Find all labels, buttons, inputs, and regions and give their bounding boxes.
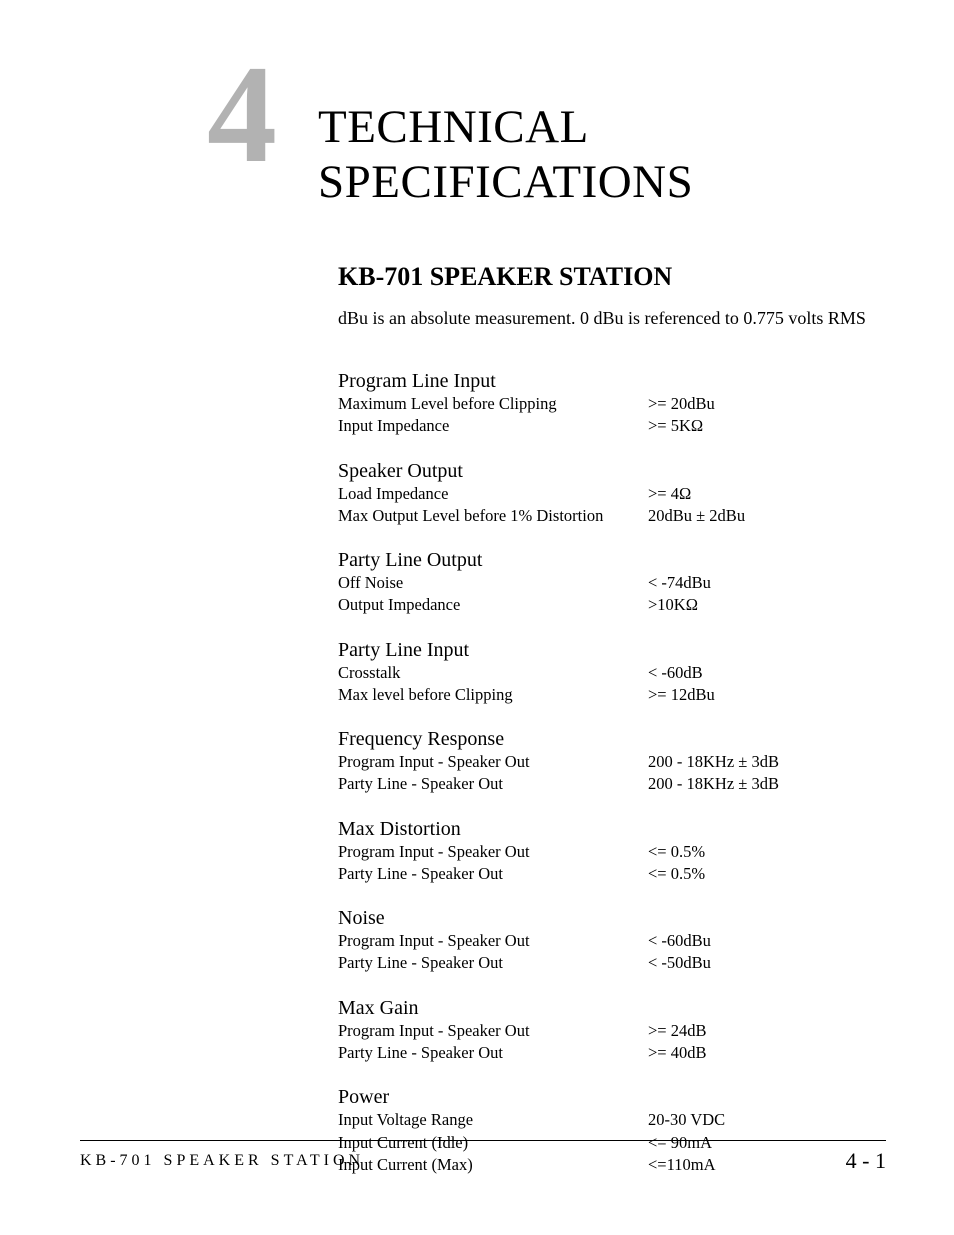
spec-label: Maximum Level before Clipping: [338, 393, 648, 415]
spec-value: >= 4Ω: [648, 483, 878, 505]
spec-value: >= 24dB: [648, 1020, 878, 1042]
spec-row: Program Input - Speaker Out< -60dBu: [338, 930, 878, 952]
reference-note: dBu is an absolute measurement. 0 dBu is…: [338, 308, 866, 329]
spec-value: 20dBu ± 2dBu: [648, 505, 878, 527]
spec-label: Program Input - Speaker Out: [338, 930, 648, 952]
spec-label: Party Line - Speaker Out: [338, 773, 648, 795]
spec-value: 200 - 18KHz ± 3dB: [648, 751, 878, 773]
spec-label: Input Impedance: [338, 415, 648, 437]
spec-value: <= 0.5%: [648, 863, 878, 885]
spec-value: < -60dBu: [648, 930, 878, 952]
spec-row: Input Current (Idle)<= 90mA: [338, 1132, 878, 1154]
spec-section-heading: Party Line Output: [338, 549, 878, 572]
spec-row: Program Input - Speaker Out200 - 18KHz ±…: [338, 751, 878, 773]
spec-section-heading: Speaker Output: [338, 460, 878, 483]
spec-label: Input Current (Idle): [338, 1132, 648, 1154]
spec-row: Off Noise< -74dBu: [338, 572, 878, 594]
spec-value: < -50dBu: [648, 952, 878, 974]
spec-label: Crosstalk: [338, 662, 648, 684]
spec-row: Max Output Level before 1% Distortion20d…: [338, 505, 878, 527]
footer-left: KB-701 SPEAKER STATION: [80, 1152, 364, 1170]
spec-label: Max Output Level before 1% Distortion: [338, 505, 648, 527]
spec-value: >= 12dBu: [648, 684, 878, 706]
spec-section-heading: Max Gain: [338, 997, 878, 1020]
spec-row: Party Line - Speaker Out<= 0.5%: [338, 863, 878, 885]
spec-section: Max GainProgram Input - Speaker Out>= 24…: [338, 997, 878, 1065]
spec-value: < -74dBu: [648, 572, 878, 594]
spec-label: Program Input - Speaker Out: [338, 1020, 648, 1042]
footer-rule: [80, 1140, 886, 1141]
spec-section: Party Line InputCrosstalk< -60dBMax leve…: [338, 639, 878, 707]
spec-value: <=110mA: [648, 1154, 878, 1176]
page: 4 TECHNICAL SPECIFICATIONS KB-701 SPEAKE…: [0, 0, 954, 1235]
spec-label: Program Input - Speaker Out: [338, 751, 648, 773]
spec-row: Output Impedance>10KΩ: [338, 594, 878, 616]
chapter-title: TECHNICAL SPECIFICATIONS: [318, 100, 693, 211]
spec-section: Party Line OutputOff Noise< -74dBuOutput…: [338, 549, 878, 617]
spec-section-heading: Party Line Input: [338, 639, 878, 662]
spec-label: Party Line - Speaker Out: [338, 863, 648, 885]
spec-label: Program Input - Speaker Out: [338, 841, 648, 863]
spec-section: Frequency ResponseProgram Input - Speake…: [338, 728, 878, 796]
spec-row: Input Voltage Range20-30 VDC: [338, 1109, 878, 1131]
spec-value: 20-30 VDC: [648, 1109, 878, 1131]
footer-page-number: 4 - 1: [846, 1148, 886, 1174]
spec-label: Off Noise: [338, 572, 648, 594]
spec-row: Maximum Level before Clipping>= 20dBu: [338, 393, 878, 415]
spec-section: Program Line InputMaximum Level before C…: [338, 370, 878, 438]
spec-value: >= 5KΩ: [648, 415, 878, 437]
product-subtitle: KB-701 SPEAKER STATION: [338, 262, 672, 292]
spec-label: Load Impedance: [338, 483, 648, 505]
spec-row: Program Input - Speaker Out>= 24dB: [338, 1020, 878, 1042]
spec-section-heading: Max Distortion: [338, 818, 878, 841]
spec-value: >10KΩ: [648, 594, 878, 616]
spec-row: Input Current (Max)<=110mA: [338, 1154, 878, 1176]
spec-value: <= 0.5%: [648, 841, 878, 863]
spec-row: Max level before Clipping>= 12dBu: [338, 684, 878, 706]
spec-section-heading: Frequency Response: [338, 728, 878, 751]
spec-value: >= 40dB: [648, 1042, 878, 1064]
spec-section: Speaker OutputLoad Impedance>= 4ΩMax Out…: [338, 460, 878, 528]
spec-section: PowerInput Voltage Range20-30 VDCInput C…: [338, 1086, 878, 1176]
spec-label: Output Impedance: [338, 594, 648, 616]
spec-value: >= 20dBu: [648, 393, 878, 415]
spec-section-heading: Power: [338, 1086, 878, 1109]
spec-row: Load Impedance>= 4Ω: [338, 483, 878, 505]
chapter-title-line2: SPECIFICATIONS: [318, 156, 693, 208]
spec-row: Party Line - Speaker Out>= 40dB: [338, 1042, 878, 1064]
spec-label: Input Current (Max): [338, 1154, 648, 1176]
spec-sections: Program Line InputMaximum Level before C…: [338, 370, 878, 1198]
spec-row: Input Impedance>= 5KΩ: [338, 415, 878, 437]
spec-row: Program Input - Speaker Out<= 0.5%: [338, 841, 878, 863]
spec-row: Party Line - Speaker Out200 - 18KHz ± 3d…: [338, 773, 878, 795]
spec-row: Party Line - Speaker Out< -50dBu: [338, 952, 878, 974]
spec-section: Max DistortionProgram Input - Speaker Ou…: [338, 818, 878, 886]
spec-row: Crosstalk< -60dB: [338, 662, 878, 684]
spec-value: <= 90mA: [648, 1132, 878, 1154]
spec-label: Party Line - Speaker Out: [338, 1042, 648, 1064]
chapter-title-line1: TECHNICAL: [318, 101, 589, 153]
spec-section-heading: Program Line Input: [338, 370, 878, 393]
chapter-number: 4: [207, 45, 273, 185]
spec-label: Max level before Clipping: [338, 684, 648, 706]
spec-label: Party Line - Speaker Out: [338, 952, 648, 974]
spec-value: < -60dB: [648, 662, 878, 684]
spec-value: 200 - 18KHz ± 3dB: [648, 773, 878, 795]
spec-section-heading: Noise: [338, 907, 878, 930]
spec-section: NoiseProgram Input - Speaker Out< -60dBu…: [338, 907, 878, 975]
spec-label: Input Voltage Range: [338, 1109, 648, 1131]
